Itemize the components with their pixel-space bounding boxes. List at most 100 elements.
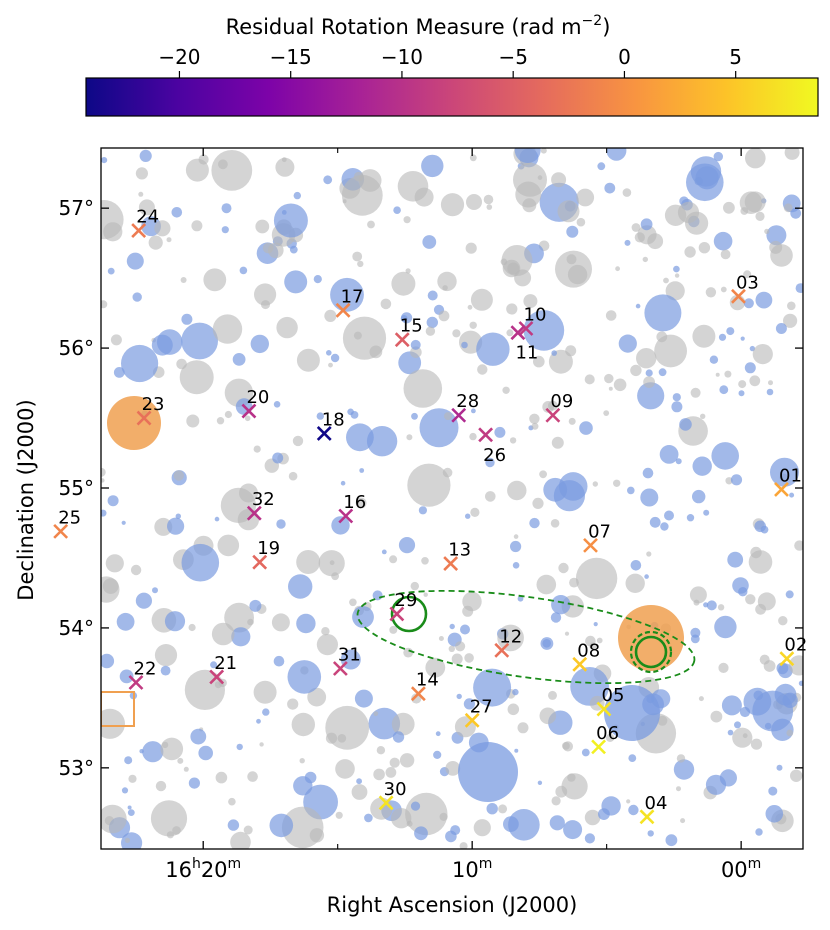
unpolarized-source [154,517,173,536]
unpolarized-source [567,264,588,285]
polarized-source [659,445,679,464]
rm-source-marker-28 [451,407,467,423]
polarized-source [364,813,373,823]
unpolarized-source [465,242,477,254]
polarized-source [167,517,185,535]
unpolarized-source [212,314,243,344]
polarized-source [765,805,784,823]
unpolarized-source [271,613,290,632]
polarized-source [350,411,359,419]
unpolarized-source [615,266,620,272]
polarized-source [770,457,799,487]
unpolarized-source [752,344,773,365]
unpolarized-source [438,310,450,322]
polarized-source [393,206,401,214]
polarized-source [665,834,678,847]
unpolarized-source [423,592,428,597]
unpolarized-source [497,624,524,652]
polarized-source [250,334,269,354]
unpolarized-source [790,769,803,782]
unpolarized-source [464,653,474,663]
polarized-source [627,486,635,495]
unpolarized-source [183,766,189,772]
rm-source-label-02: 02 [784,635,807,656]
unpolarized-source [680,818,686,824]
rm-source-marker-18 [316,426,332,441]
rm-source-label-27: 27 [470,696,493,717]
polarized-source [606,148,627,161]
rm-source-label-18: 18 [322,409,345,430]
polarized-source [713,151,723,162]
polarized-source [426,316,438,329]
polarized-source [293,191,301,200]
unpolarized-source [373,711,379,717]
unpolarized-source [724,370,732,378]
polarized-source [692,489,706,504]
unpolarized-source [539,470,547,479]
unpolarized-source [467,304,473,310]
rm-source-marker-19 [252,554,268,570]
unpolarized-source [477,364,488,375]
unpolarized-source [705,287,717,298]
rm-source-marker-13 [443,556,459,571]
unpolarized-source [391,271,416,296]
unpolarized-source [309,828,325,843]
unpolarized-source [794,540,803,551]
polarized-source [262,708,270,716]
rm-source-marker-22 [128,675,144,690]
unpolarized-source [440,193,465,217]
polarized-source [563,820,583,840]
unpolarized-source [786,729,794,737]
unpolarized-source [787,301,796,311]
polarized-source [672,393,681,402]
polarized-source [392,731,405,743]
rm-source-label-30: 30 [384,779,407,800]
rm-source-label-31: 31 [338,645,361,666]
polarized-source [313,275,322,284]
rm-source-marker-16 [338,508,354,524]
unpolarized-source [188,623,196,632]
x-tick-label-2: 00m [721,856,761,882]
polarized-source [276,519,286,529]
polarized-source [221,203,232,214]
unpolarized-source [101,478,105,483]
polarized-source [214,516,220,522]
polarized-source [471,408,476,414]
colorbar: Residual Rotation Measure (rad m−2) −20−… [85,13,819,117]
annotation-shapes [101,396,696,802]
unpolarized-source [405,792,448,836]
polarized-source [789,492,795,498]
polarized-source [422,235,437,249]
unpolarized-source [643,376,655,388]
polarized-source [289,245,298,254]
colorbar-tick-label-5: 5 [729,45,742,69]
unpolarized-source [783,313,798,328]
unpolarized-source [630,364,642,377]
unpolarized-source [576,188,595,207]
unpolarized-source [138,199,155,216]
polarized-source [719,385,729,395]
polarized-source [673,759,695,780]
rm-source-marker-14 [410,686,426,702]
polarized-source [760,525,769,534]
unpolarized-source [626,799,631,804]
dashed-ellipse [356,589,696,685]
unpolarized-source [576,217,586,227]
unpolarized-source [102,578,119,594]
polarized-source [721,695,742,716]
polarized-source [644,294,682,332]
unpolarized-source [380,298,392,310]
unpolarized-source [566,254,577,265]
unpolarized-source [717,604,725,611]
blue-source-big-1 [458,742,518,802]
plot-frame [100,147,804,850]
polarized-source [164,611,186,632]
unpolarized-source [596,637,603,644]
unpolarized-source [778,616,788,626]
unpolarized-source [335,759,355,779]
colorbar-label-exponent: −2 [582,13,603,29]
unpolarized-source [692,324,716,348]
rm-source-label-04: 04 [645,793,668,814]
polarized-source [181,322,219,360]
polarized-source [673,265,680,273]
